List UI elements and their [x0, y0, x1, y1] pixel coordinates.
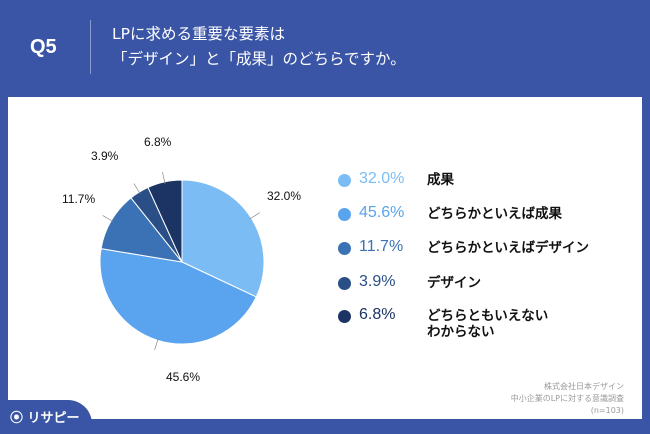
legend-percent: 45.6%: [359, 204, 405, 221]
title-line-2: 「デザイン」と「成果」のどちらですか。: [112, 50, 406, 68]
legend-label: 成果: [427, 172, 454, 188]
title-line-1: LPに求める重要な要素は: [112, 25, 285, 43]
leader-line-1: [154, 338, 159, 350]
divider: [90, 20, 91, 74]
legend-item: 11.7% どちらかといえばデザイン: [338, 238, 633, 256]
question-number: Q5: [30, 36, 57, 58]
legend-percent: 11.7%: [359, 238, 404, 255]
data-label: 11.7%: [62, 192, 96, 206]
legend-swatch: [338, 242, 351, 255]
legend-item: 6.8% どちらともいえない わからない: [338, 306, 633, 340]
source-sample: (n=103): [590, 406, 624, 415]
legend-percent: 32.0%: [359, 170, 405, 187]
legend-label: どちらかといえばデザイン: [427, 240, 589, 256]
legend-label: どちらともいえない わからない: [427, 308, 549, 340]
pin-icon: ⦿: [10, 411, 24, 426]
legend-item: 45.6% どちらかといえば成果: [338, 204, 633, 222]
data-label: 6.8%: [144, 135, 172, 149]
data-label: 32.0%: [267, 189, 302, 203]
legend-swatch: [338, 208, 351, 221]
legend-item: 32.0% 成果: [338, 170, 633, 188]
leader-line-3: [133, 183, 141, 194]
legend-percent: 6.8%: [359, 306, 396, 323]
legend: 32.0% 成果 45.6% どちらかといえば成果 11.7% どちらかといえばデザイン 3…: [338, 170, 633, 350]
source-note: 株式会社日本デザイン 中小企業のLPに対する意識調査 (n=103): [424, 381, 624, 417]
data-label: 45.6%: [166, 370, 201, 384]
legend-percent: 3.9%: [359, 273, 396, 290]
legend-swatch: [338, 174, 351, 187]
legend-swatch: [338, 277, 351, 290]
leader-line-4: [162, 172, 166, 184]
page-title: LPに求める重要な要素は 「デザイン」と「成果」のどちらですか。: [112, 22, 632, 72]
legend-swatch: [338, 310, 351, 323]
legend-item: 3.9% デザイン: [338, 273, 633, 291]
legend-label: デザイン: [427, 275, 481, 291]
source-survey: 中小企業のLPに対する意識調査: [510, 394, 624, 403]
leader-line-0: [249, 212, 260, 220]
legend-label: どちらかといえば成果: [427, 206, 562, 222]
data-label: 3.9%: [91, 149, 119, 163]
source-company: 株式会社日本デザイン: [544, 382, 624, 391]
leader-line-2: [102, 215, 114, 222]
logo: ⦿ リサピー: [0, 400, 92, 434]
logo-text: リサピー: [27, 411, 80, 426]
